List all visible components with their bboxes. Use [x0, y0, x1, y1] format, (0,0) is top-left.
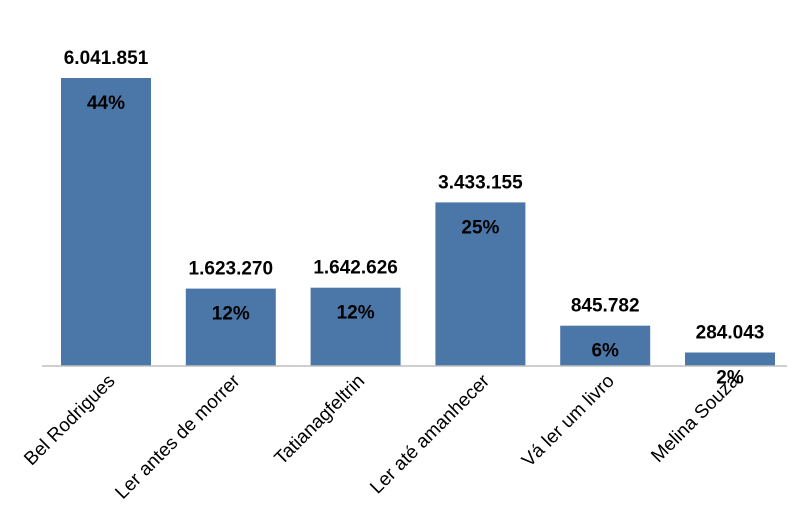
value-label-1: 1.623.270	[189, 259, 274, 280]
bar-0	[61, 78, 151, 366]
category-label-4: Vá ler um livro	[518, 371, 619, 472]
bars-layer	[61, 78, 775, 366]
category-label-2: Tatianagfeltrin	[271, 371, 369, 469]
value-label-0: 6.041.851	[64, 48, 149, 69]
percent-label-2: 12%	[337, 303, 375, 324]
bar-4	[560, 325, 651, 366]
category-label-1: Ler antes de morrer	[111, 370, 244, 503]
category-label-0: Bel Rodrigues	[20, 371, 119, 470]
value-label-5: 284.043	[696, 323, 765, 344]
bar-5	[685, 352, 775, 366]
bar-2	[310, 287, 401, 366]
value-label-4: 845.782	[571, 296, 640, 317]
percent-label-4: 6%	[591, 341, 619, 362]
category-label-5: Melina Souza	[647, 370, 744, 467]
percent-label-3: 25%	[461, 217, 499, 238]
percent-label-1: 12%	[212, 304, 250, 325]
percent-label-0: 44%	[87, 93, 125, 114]
bar-1	[185, 288, 276, 366]
value-label-3: 3.433.155	[438, 172, 523, 193]
bar-3	[435, 202, 526, 366]
value-label-2: 1.642.626	[313, 258, 398, 279]
percent-label-5: 2%	[716, 368, 744, 389]
labels-layer: 6.041.851 44% 1.623.270 12% 1.642.626 12% 3.43…	[64, 48, 765, 389]
category-label-3: Ler até amanhecer	[366, 370, 494, 498]
